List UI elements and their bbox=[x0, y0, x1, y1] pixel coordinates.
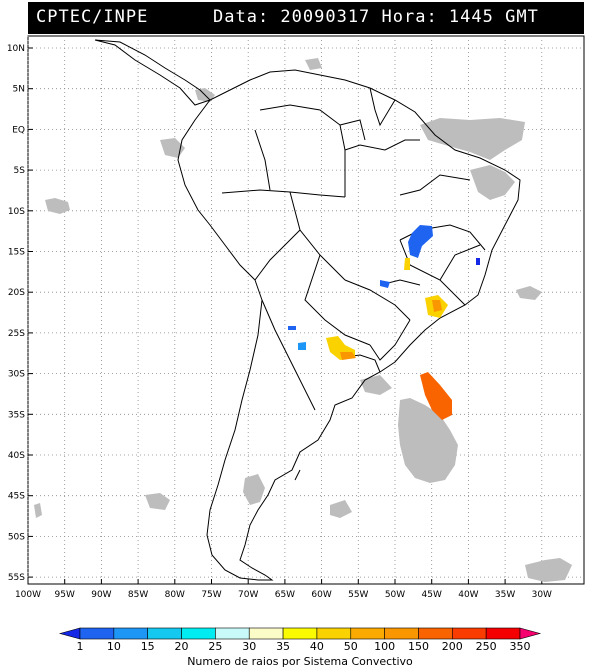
lon-tick-label: 35W bbox=[495, 590, 515, 600]
lon-tick-label: 100W bbox=[15, 590, 41, 600]
lon-tick-label: 50W bbox=[385, 590, 405, 600]
lat-tick-label: EQ bbox=[12, 125, 25, 135]
lat-tick-label: 10N bbox=[7, 44, 25, 54]
lon-tick-label: 40W bbox=[458, 590, 478, 600]
colorbar-tick-label: 25 bbox=[208, 640, 222, 653]
axis-ticks: 10N 5N EQ 5S 10S 15S 20S 25S 30S 35S 40S 45S 50S 55S 1… bbox=[7, 44, 552, 600]
colorbar-tick-label: 50 bbox=[344, 640, 358, 653]
colorbar-tick-label: 1 bbox=[77, 640, 84, 653]
lat-tick-label: 5N bbox=[13, 85, 25, 95]
source-label: CPTEC/INPE bbox=[36, 7, 149, 27]
lon-tick-label: 60W bbox=[311, 590, 331, 600]
map-header: CPTEC/INPE Data: 20090317 Hora: 1445 GMT bbox=[28, 2, 584, 34]
lon-tick-label: 95W bbox=[55, 590, 75, 600]
colorbar-segment bbox=[113, 627, 148, 640]
colorbar-segment bbox=[181, 627, 216, 640]
lat-tick-label: 20S bbox=[8, 288, 25, 298]
lon-tick-label: 75W bbox=[201, 590, 221, 600]
colorbar-tick-label: 150 bbox=[408, 640, 429, 653]
colorbar-segment bbox=[215, 627, 250, 640]
colorbar-segment bbox=[418, 627, 453, 640]
colorbar-tick-label: 20 bbox=[175, 640, 189, 653]
lon-tick-label: 90W bbox=[91, 590, 111, 600]
colorbar-tick-label: 100 bbox=[374, 640, 395, 653]
colorbar-tick-label: 40 bbox=[310, 640, 324, 653]
lon-tick-label: 30W bbox=[532, 590, 552, 600]
lat-tick-label: 5S bbox=[14, 166, 26, 176]
datetime-label: Data: 20090317 Hora: 1445 GMT bbox=[213, 7, 539, 27]
legend-label: Numero de raios por Sistema Convectivo bbox=[187, 655, 413, 668]
colorbar-tick-label: 35 bbox=[276, 640, 290, 653]
lat-tick-label: 35S bbox=[8, 410, 25, 420]
cloud-cover bbox=[34, 58, 572, 582]
lon-tick-label: 70W bbox=[238, 590, 258, 600]
colorbar-tick-label: 30 bbox=[242, 640, 256, 653]
lat-tick-label: 10S bbox=[8, 207, 25, 217]
lat-tick-label: 50S bbox=[8, 532, 25, 542]
lat-tick-label: 40S bbox=[8, 451, 25, 461]
colorbar-arrow-right bbox=[519, 627, 542, 640]
colorbar-segment bbox=[79, 627, 115, 640]
colorbar-arrow-left bbox=[58, 627, 81, 640]
colorbar-segment bbox=[316, 627, 352, 640]
lon-tick-label: 85W bbox=[128, 590, 148, 600]
convective-systems bbox=[288, 225, 480, 420]
colorbar-segment bbox=[248, 627, 284, 640]
lat-tick-label: 45S bbox=[8, 492, 25, 502]
colorbar-tick-label: 15 bbox=[141, 640, 155, 653]
legend-colorbar bbox=[58, 627, 542, 640]
lat-tick-label: 55S bbox=[8, 573, 25, 583]
lon-tick-label: 65W bbox=[275, 590, 295, 600]
lat-tick-label: 30S bbox=[8, 370, 25, 380]
lat-tick-label: 25S bbox=[8, 329, 25, 339]
lat-tick-label: 15S bbox=[8, 248, 25, 258]
graticule bbox=[27, 36, 584, 584]
colorbar-segment bbox=[147, 627, 182, 640]
colorbar-segment bbox=[485, 627, 521, 640]
country-borders bbox=[94, 39, 521, 581]
lon-tick-label: 80W bbox=[165, 590, 185, 600]
colorbar-segment bbox=[350, 627, 385, 640]
colorbar-segment bbox=[452, 627, 487, 640]
colorbar-segment bbox=[384, 627, 419, 640]
colorbar-tick-label: 200 bbox=[442, 640, 463, 653]
colorbar-tick-label: 350 bbox=[510, 640, 531, 653]
lon-tick-label: 55W bbox=[348, 590, 368, 600]
lon-tick-label: 45W bbox=[422, 590, 442, 600]
colorbar-tick-label: 10 bbox=[107, 640, 121, 653]
legend-ticks: 1 10 15 20 25 30 35 40 50 100 150 200 250 350 bbox=[77, 640, 531, 653]
colorbar-segment bbox=[282, 627, 318, 640]
colorbar-tick-label: 250 bbox=[476, 640, 497, 653]
